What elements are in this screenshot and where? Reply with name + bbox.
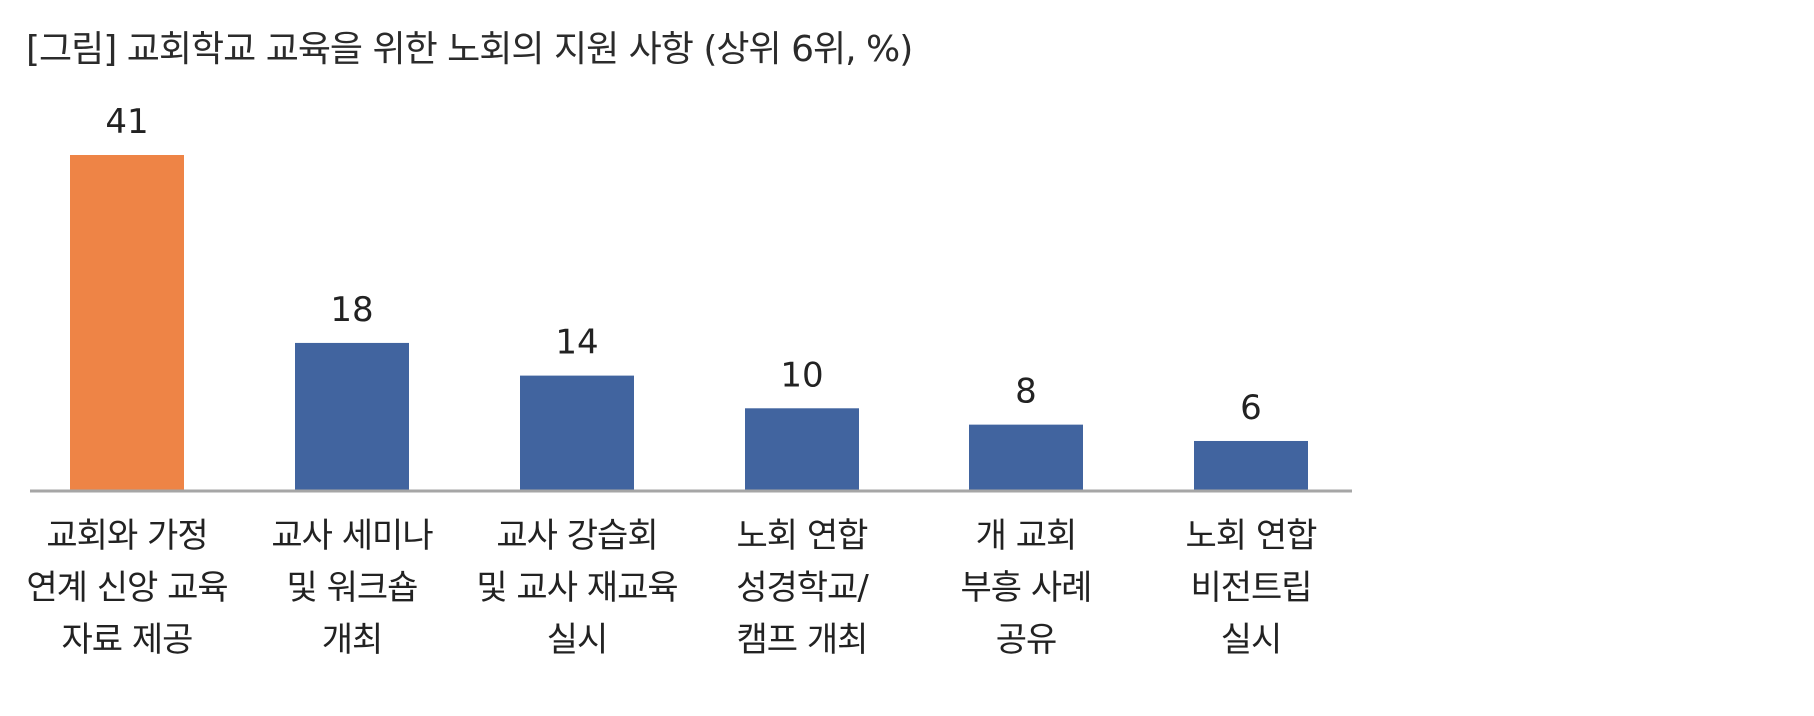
category-label-line: 실시	[546, 620, 609, 660]
category-label-line: 캠프 개최	[736, 620, 869, 660]
category-label-line: 자료 제공	[61, 620, 194, 660]
data-label-3: 14	[555, 323, 598, 363]
data-label-2: 18	[330, 290, 373, 330]
category-label-line: 교사 강습회	[496, 516, 658, 556]
category-label-line: 노회 연합	[736, 516, 869, 556]
data-label-6: 6	[1240, 388, 1262, 428]
bar-4	[745, 408, 859, 490]
category-label-line: 실시	[1220, 620, 1283, 660]
bars-layer	[70, 155, 1308, 490]
data-label-4: 10	[780, 355, 823, 395]
category-label-line: 성경학교/	[736, 568, 869, 608]
category-label-line: 개최	[321, 620, 384, 660]
category-label-line: 부흥 사례	[960, 568, 1093, 608]
data-label-5: 8	[1015, 372, 1037, 412]
bar-1	[70, 155, 184, 490]
value-labels-layer: 41 18 14 10 8 6	[105, 102, 1261, 428]
chart-title: [그림] 교회학교 교육을 위한 노회의 지원 사항 (상위 6위, %)	[26, 29, 913, 70]
category-label-line: 개 교회	[975, 516, 1078, 556]
category-label-line: 교회와 가정	[46, 516, 208, 556]
bar-6	[1194, 440, 1308, 490]
category-label-line: 연계 신앙 교육	[26, 568, 228, 608]
category-label-line: 비전트립	[1190, 568, 1312, 608]
category-label-line: 및 워크숍	[286, 568, 419, 608]
bar-2	[295, 342, 409, 490]
category-label-line: 공유	[995, 620, 1058, 660]
data-label-1: 41	[105, 102, 148, 142]
bar-5	[969, 424, 1083, 490]
category-label-line: 노회 연합	[1185, 516, 1318, 556]
category-label-line: 교사 세미나	[271, 516, 433, 556]
category-label-line: 및 교사 재교육	[476, 568, 678, 608]
bar-3	[520, 375, 634, 490]
